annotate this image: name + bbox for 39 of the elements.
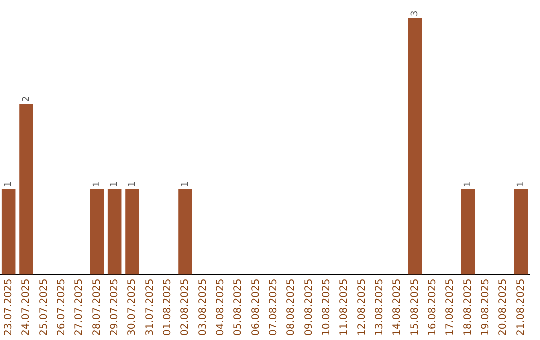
- x-tick-label: 01.08.2025: [162, 278, 174, 336]
- x-tick-label: 18.08.2025: [462, 278, 474, 336]
- x-tick-label: 28.07.2025: [92, 278, 103, 336]
- x-tick-label: 20.08.2025: [498, 278, 510, 336]
- data-label: 3: [410, 10, 421, 17]
- x-tick-label: 13.08.2025: [374, 278, 386, 336]
- data-label: 1: [92, 182, 103, 188]
- x-tick-label: 03.08.2025: [198, 278, 209, 336]
- data-label: 1: [110, 182, 120, 188]
- x-tick-label: 06.08.2025: [250, 278, 262, 336]
- x-tick-label: 04.08.2025: [215, 278, 226, 336]
- data-label: 1: [4, 182, 14, 188]
- x-tick-label: 11.08.2025: [339, 278, 350, 336]
- x-tick-label: 15.08.2025: [410, 278, 421, 336]
- x-tick-label: 02.08.2025: [180, 278, 192, 336]
- x-tick-label: 30.07.2025: [127, 278, 138, 336]
- x-tick-label: 29.07.2025: [109, 278, 120, 336]
- data-label: 1: [128, 182, 138, 188]
- x-tick-label: 07.08.2025: [268, 278, 280, 336]
- x-tick-label: 21.08.2025: [516, 278, 527, 336]
- data-label: 1: [516, 182, 527, 188]
- x-tick-label: 12.08.2025: [356, 278, 368, 336]
- data-label: 1: [180, 182, 191, 188]
- x-tick-label: 17.08.2025: [445, 278, 456, 336]
- x-tick-label: 27.07.2025: [74, 278, 86, 336]
- x-tick-label: 05.08.2025: [233, 278, 244, 336]
- x-tick-label: 25.07.2025: [38, 278, 50, 336]
- x-tick-label: 10.08.2025: [321, 278, 332, 336]
- x-tick-label: 14.08.2025: [392, 278, 404, 336]
- x-tick-label: 08.08.2025: [286, 278, 298, 336]
- x-tick-label: 19.08.2025: [480, 278, 492, 336]
- x-tick-label: 31.07.2025: [144, 278, 156, 336]
- x-tick-label: 16.08.2025: [427, 278, 438, 336]
- x-tick-label: 26.07.2025: [56, 278, 68, 336]
- x-tick-label: 24.07.2025: [21, 278, 32, 336]
- data-label: 2: [22, 96, 32, 102]
- x-tick-label: 09.08.2025: [304, 278, 315, 336]
- x-tick-label: 23.07.2025: [3, 278, 14, 336]
- data-label: 1: [464, 182, 474, 188]
